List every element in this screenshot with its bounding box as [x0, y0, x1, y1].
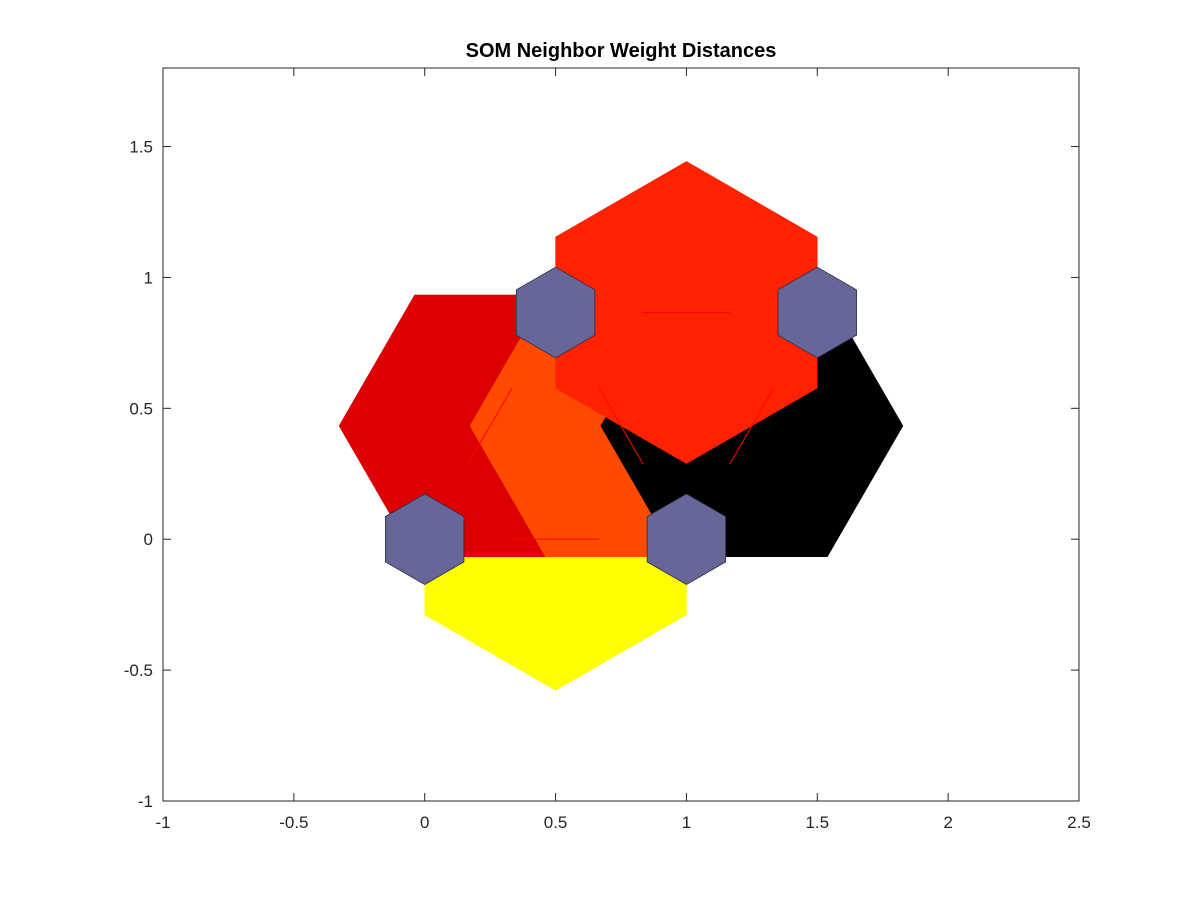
axis-ticks: -1 -0.5 0 0.5 1 1.5 2 2.5 -1 -0.5 0 0.5 1 1.5: [124, 68, 1091, 832]
neuron-hexagons: [385, 266, 857, 586]
chart-title: SOM Neighbor Weight Distances: [466, 40, 777, 62]
y-tick-label: 1.5: [129, 138, 153, 157]
neuron-1: [646, 493, 727, 586]
x-tick-label: 2: [943, 813, 952, 832]
connection-line-1: [467, 387, 513, 464]
x-tick-label: 1.5: [805, 813, 829, 832]
y-tick-label: 0: [144, 530, 153, 549]
neuron-0: [385, 493, 465, 586]
y-tick-label: -1: [138, 792, 153, 811]
connection-line-3: [729, 387, 775, 464]
connection-lines: [467, 312, 775, 540]
neuron-3: [777, 266, 857, 359]
neuron-2: [515, 266, 596, 359]
axes-box: [162, 67, 1080, 802]
x-tick-label: 0.5: [544, 813, 568, 832]
x-tick-label: 1: [682, 813, 691, 832]
x-tick-label: -1: [155, 813, 170, 832]
y-tick-label: -0.5: [124, 661, 153, 680]
x-tick-label: 0: [420, 813, 429, 832]
x-tick-label: 2.5: [1067, 813, 1091, 832]
y-tick-label: 0.5: [129, 399, 153, 418]
y-tick-label: 1: [144, 268, 153, 287]
x-tick-label: -0.5: [279, 813, 308, 832]
connection-line-2: [598, 387, 644, 464]
